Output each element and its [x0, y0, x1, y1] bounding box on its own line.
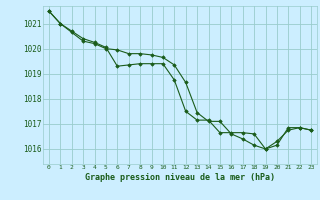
X-axis label: Graphe pression niveau de la mer (hPa): Graphe pression niveau de la mer (hPa) — [85, 173, 275, 182]
